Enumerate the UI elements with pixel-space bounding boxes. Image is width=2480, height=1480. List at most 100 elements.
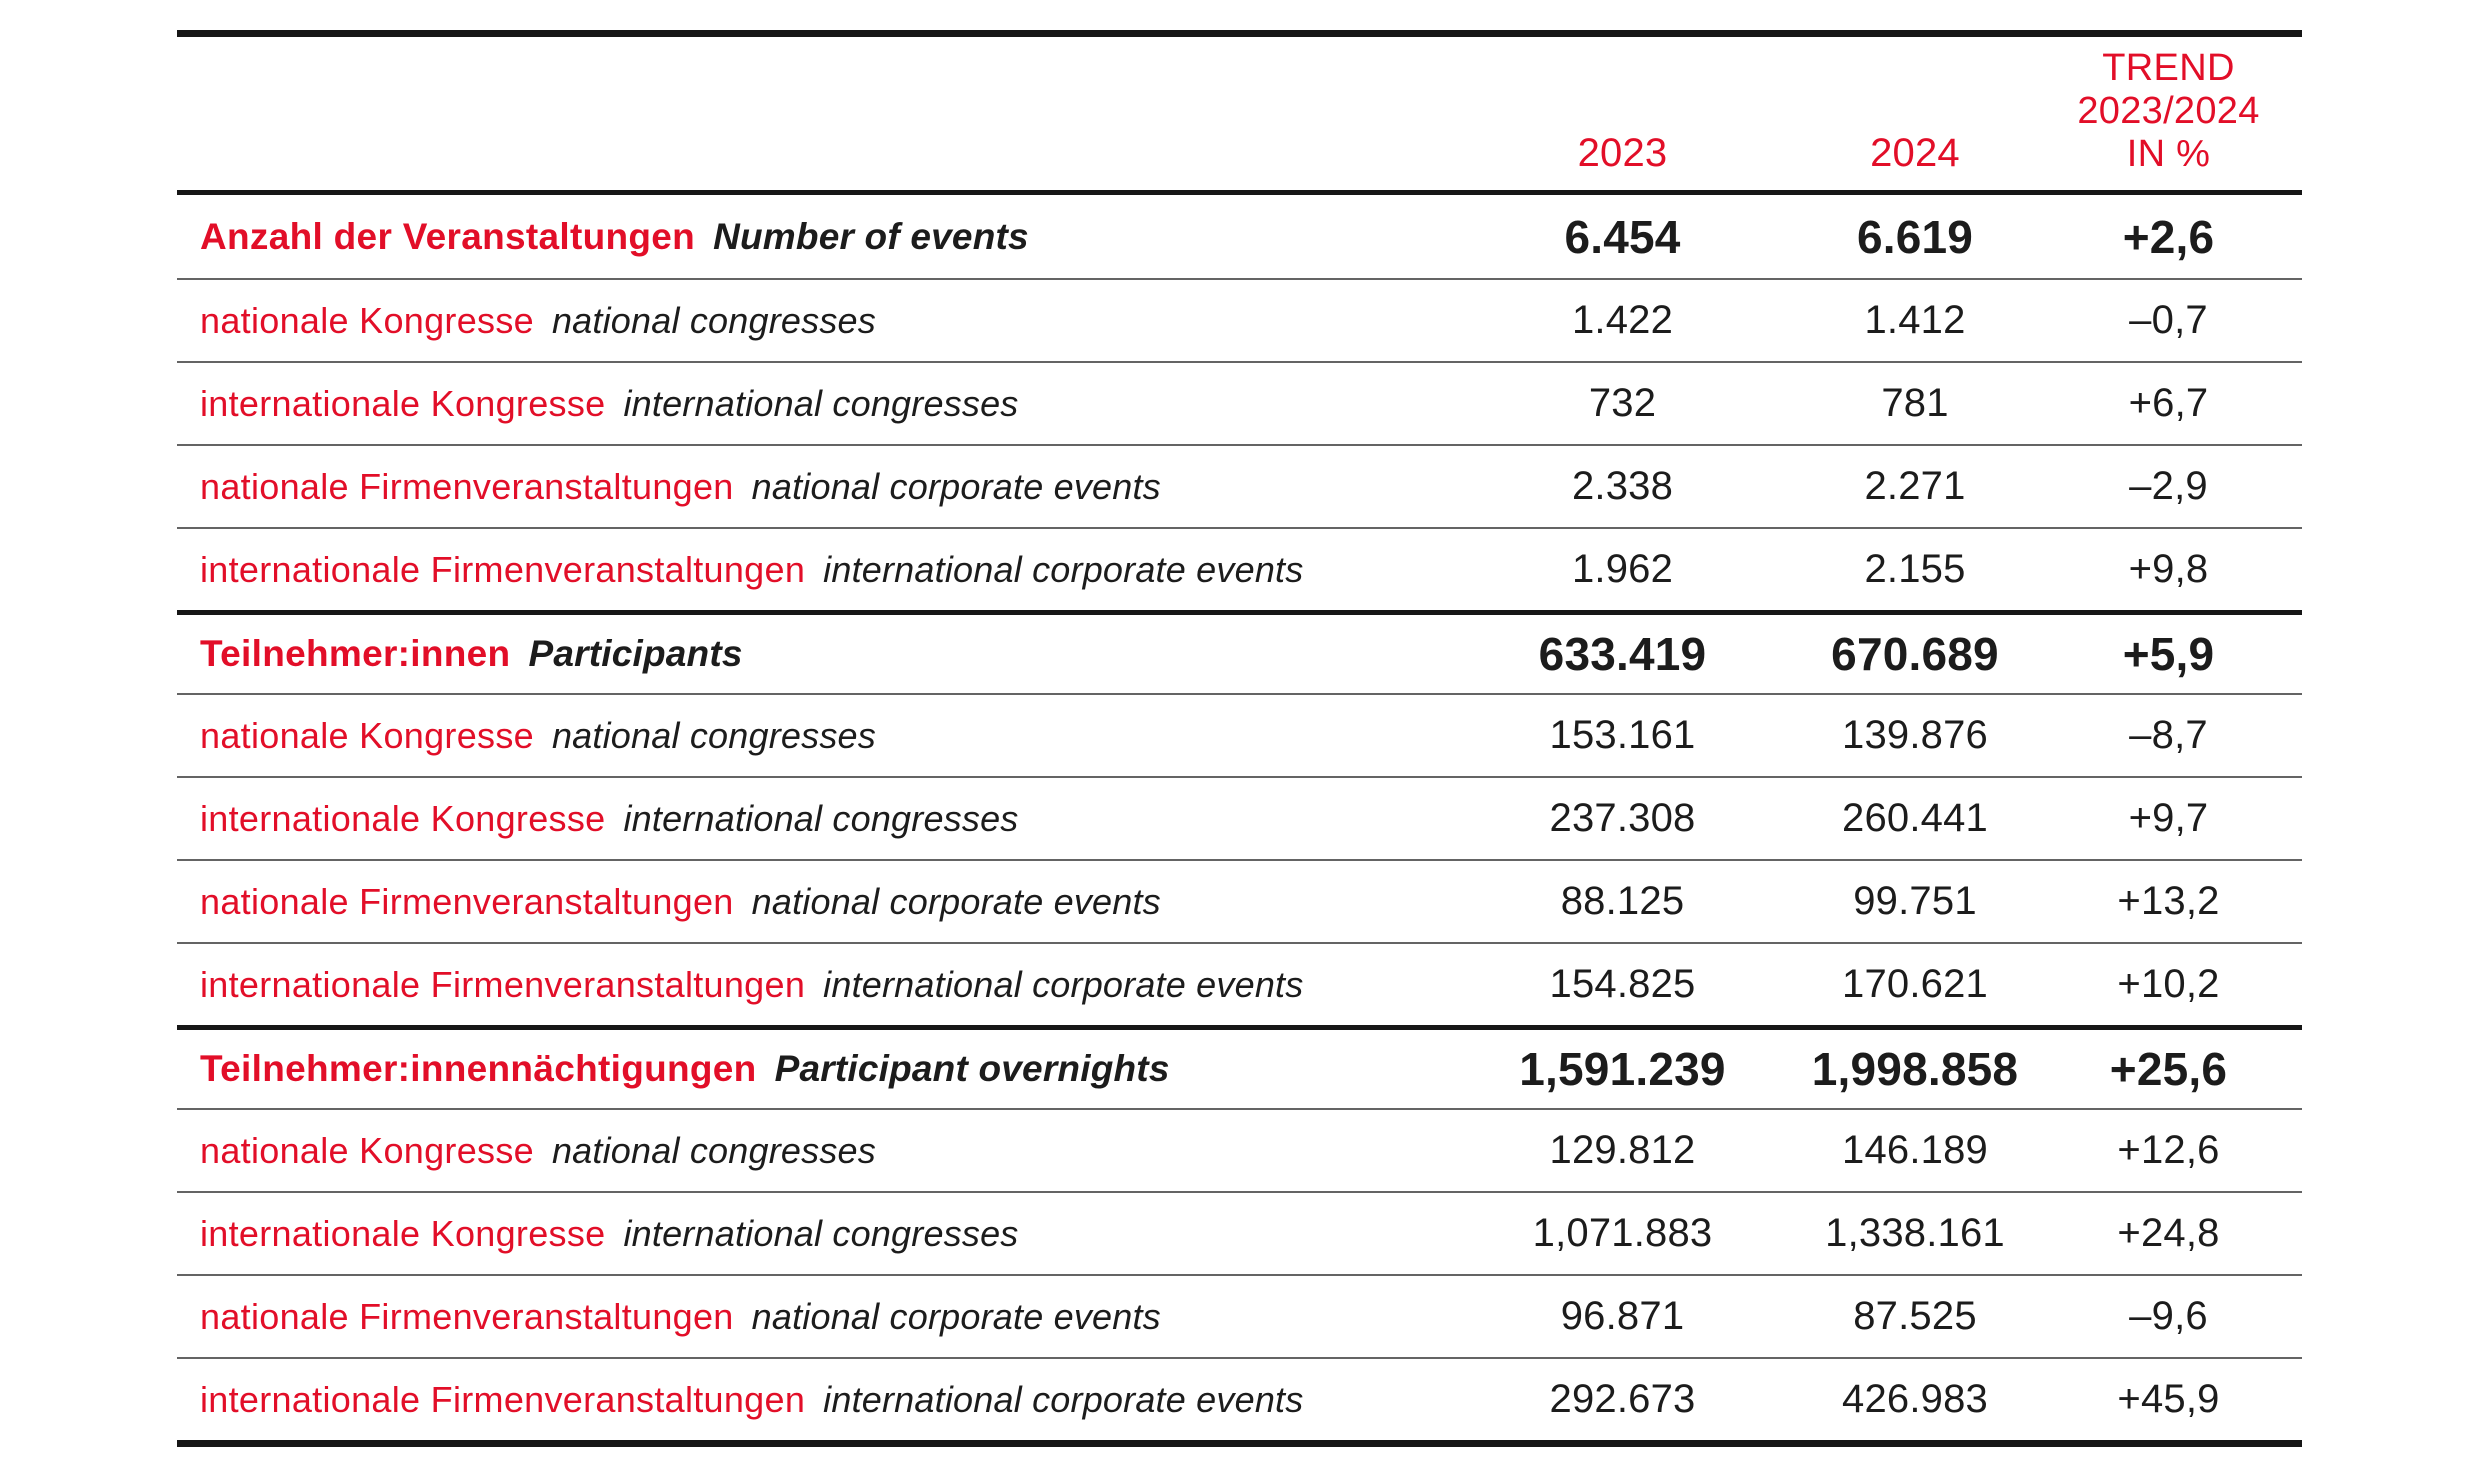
row-label: nationale Firmenveranstaltungen national … bbox=[177, 1296, 1450, 1338]
cell-2024: 6.619 bbox=[1856, 210, 1974, 263]
cell-2024: 426.983 bbox=[1842, 1377, 1988, 1421]
cell-2023: 237.308 bbox=[1549, 796, 1696, 840]
cell-2023: 1.422 bbox=[1571, 298, 1674, 342]
table-row: nationale Firmenveranstaltungen national … bbox=[177, 1274, 2302, 1357]
row-label: internationale Kongresse international co… bbox=[177, 383, 1450, 425]
row-label-german: Teilnehmer:innennächtigungen bbox=[200, 1048, 757, 1089]
row-label-english: national corporate events bbox=[751, 465, 1161, 507]
row-label-german: Teilnehmer:innen bbox=[200, 633, 511, 674]
cell-2023: 633.419 bbox=[1538, 628, 1707, 680]
row-label-german: nationale Kongresse bbox=[200, 1129, 534, 1171]
row-label: Anzahl der Veranstaltungen Number of even… bbox=[177, 216, 1450, 258]
table-row: internationale Kongresse international co… bbox=[177, 1191, 2302, 1274]
cell-2024: 781 bbox=[1881, 381, 1949, 425]
statistics-table: 2023 2024 TREND 2023/2024 IN % Anzahl de… bbox=[177, 30, 2302, 1447]
cell-trend: +2,6 bbox=[2122, 210, 2215, 263]
cell-trend: –9,6 bbox=[2129, 1294, 2208, 1338]
cell-trend: +6,7 bbox=[2128, 381, 2209, 425]
cell-2023: 1.962 bbox=[1571, 547, 1674, 591]
row-label-german: internationale Firmenveranstaltungen bbox=[200, 548, 806, 590]
row-label-english: Participants bbox=[528, 633, 743, 674]
row-label-english: national congresses bbox=[551, 299, 876, 341]
row-label-german: nationale Kongresse bbox=[200, 299, 534, 341]
column-header-trend: TREND 2023/2024 IN % bbox=[2077, 47, 2260, 176]
cell-2024: 2.271 bbox=[1864, 464, 1966, 508]
table-row: internationale Firmenveranstaltungen inte… bbox=[177, 1357, 2302, 1440]
row-label: nationale Kongresse national congresses bbox=[177, 1130, 1450, 1172]
cell-2023: 88.125 bbox=[1560, 879, 1685, 923]
row-label-english: national congresses bbox=[551, 1129, 876, 1171]
row-label-german: nationale Firmenveranstaltungen bbox=[200, 880, 734, 922]
table-row: internationale Firmenveranstaltungen inte… bbox=[177, 942, 2302, 1025]
table-row-section: Anzahl der Veranstaltungen Number of even… bbox=[177, 195, 2302, 278]
column-header-2024: 2024 bbox=[1870, 131, 1960, 175]
row-label-german: internationale Kongresse bbox=[200, 382, 606, 424]
cell-2024: 2.155 bbox=[1864, 547, 1966, 591]
row-label: internationale Kongresse international co… bbox=[177, 1213, 1450, 1255]
cell-2024: 146.189 bbox=[1842, 1128, 1988, 1172]
cell-2024: 260.441 bbox=[1842, 796, 1988, 840]
row-label-german: Anzahl der Veranstaltungen bbox=[200, 215, 696, 257]
row-label: Teilnehmer:innennächtigungen Participant … bbox=[177, 1048, 1450, 1090]
cell-trend: +13,2 bbox=[2117, 879, 2220, 923]
table-row: nationale Kongresse national congresses 1… bbox=[177, 1108, 2302, 1191]
row-label-english: international corporate events bbox=[823, 548, 1304, 590]
row-label-german: internationale Firmenveranstaltungen bbox=[200, 963, 806, 1005]
cell-trend: +25,6 bbox=[2109, 1043, 2228, 1095]
cell-trend: +9,8 bbox=[2128, 547, 2209, 591]
cell-2024: 1,998.858 bbox=[1811, 1043, 2019, 1095]
table-row-section: Teilnehmer:innennächtigungen Participant … bbox=[177, 1025, 2302, 1108]
table-header-row: 2023 2024 TREND 2023/2024 IN % bbox=[177, 37, 2302, 195]
row-label-german: internationale Kongresse bbox=[200, 797, 606, 839]
cell-2023: 6.454 bbox=[1564, 210, 1681, 263]
row-label-english: Number of events bbox=[713, 215, 1029, 257]
row-label: nationale Kongresse national congresses bbox=[177, 715, 1450, 757]
cell-2024: 670.689 bbox=[1831, 628, 1999, 680]
row-label-english: international congresses bbox=[623, 1212, 1019, 1254]
row-label-german: nationale Kongresse bbox=[200, 714, 534, 756]
cell-trend: +10,2 bbox=[2117, 962, 2220, 1006]
row-label-german: nationale Firmenveranstaltungen bbox=[200, 465, 734, 507]
table-row: nationale Kongresse national congresses 1… bbox=[177, 278, 2302, 361]
cell-2023: 96.871 bbox=[1560, 1294, 1685, 1338]
row-label-english: national corporate events bbox=[751, 1295, 1161, 1337]
row-label-english: international corporate events bbox=[823, 1378, 1304, 1420]
row-label-english: Participant overnights bbox=[774, 1048, 1170, 1089]
cell-2023: 153.161 bbox=[1549, 713, 1696, 757]
row-label: internationale Firmenveranstaltungen inte… bbox=[177, 1379, 1450, 1421]
row-label-english: international corporate events bbox=[823, 963, 1304, 1005]
cell-trend: +12,6 bbox=[2117, 1128, 2220, 1172]
row-label-german: internationale Firmenveranstaltungen bbox=[200, 1378, 806, 1420]
cell-trend: +9,7 bbox=[2128, 796, 2209, 840]
cell-2024: 87.525 bbox=[1853, 1294, 1977, 1338]
row-label-english: international congresses bbox=[623, 797, 1019, 839]
row-label-english: national corporate events bbox=[751, 880, 1161, 922]
row-label: internationale Firmenveranstaltungen inte… bbox=[177, 964, 1450, 1006]
cell-2024: 1,338.161 bbox=[1825, 1211, 2005, 1255]
row-label: nationale Firmenveranstaltungen national … bbox=[177, 881, 1450, 923]
table-row: internationale Kongresse international co… bbox=[177, 776, 2302, 859]
cell-2023: 2.338 bbox=[1571, 464, 1674, 508]
cell-trend: –8,7 bbox=[2129, 713, 2208, 757]
row-label: nationale Firmenveranstaltungen national … bbox=[177, 466, 1450, 508]
row-label-german: internationale Kongresse bbox=[200, 1212, 606, 1254]
row-label: internationale Firmenveranstaltungen inte… bbox=[177, 549, 1450, 591]
row-label-english: national congresses bbox=[551, 714, 876, 756]
cell-trend: –0,7 bbox=[2129, 298, 2208, 342]
cell-2024: 170.621 bbox=[1842, 962, 1988, 1006]
cell-2024: 139.876 bbox=[1842, 713, 1988, 757]
cell-trend: +24,8 bbox=[2117, 1211, 2220, 1255]
cell-2023: 1,591.239 bbox=[1519, 1043, 1726, 1095]
cell-2024: 1.412 bbox=[1864, 298, 1966, 342]
cell-2023: 732 bbox=[1588, 381, 1657, 425]
row-label-english: international congresses bbox=[623, 382, 1019, 424]
cell-2023: 154.825 bbox=[1549, 962, 1696, 1006]
table-row: nationale Firmenveranstaltungen national … bbox=[177, 444, 2302, 527]
cell-2023: 1,071.883 bbox=[1532, 1211, 1713, 1255]
row-label: internationale Kongresse international co… bbox=[177, 798, 1450, 840]
cell-trend: +5,9 bbox=[2122, 628, 2215, 680]
cell-2024: 99.751 bbox=[1853, 879, 1977, 923]
row-label: nationale Kongresse national congresses bbox=[177, 300, 1450, 342]
row-label: Teilnehmer:innen Participants bbox=[177, 633, 1450, 675]
cell-2023: 129.812 bbox=[1549, 1128, 1696, 1172]
